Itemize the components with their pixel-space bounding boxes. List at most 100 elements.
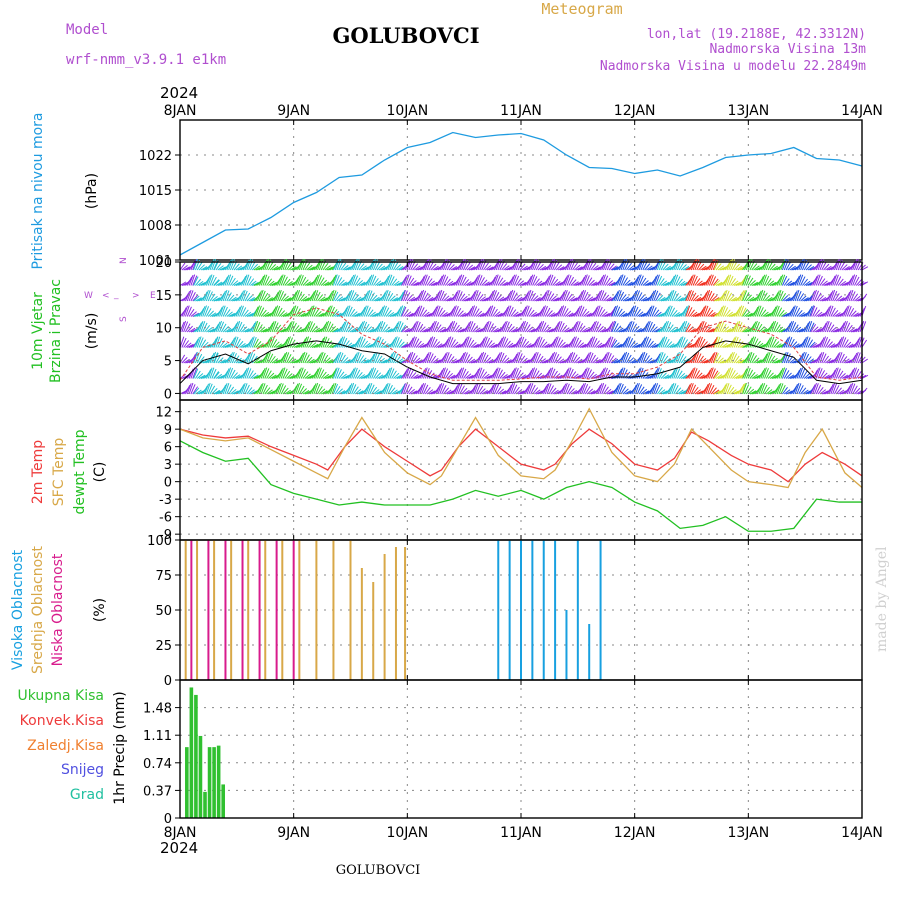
precip-bar bbox=[189, 687, 194, 818]
wind-barb bbox=[209, 293, 216, 302]
wind-barb bbox=[237, 359, 245, 364]
wind-barb bbox=[682, 306, 688, 317]
y-tick-label: 1008 bbox=[139, 219, 172, 234]
wind-barb bbox=[802, 278, 808, 286]
wind-barb bbox=[854, 276, 860, 286]
wind-barb bbox=[835, 295, 843, 302]
wind-barb bbox=[453, 383, 459, 395]
wind-barb bbox=[835, 258, 841, 271]
wind-barb bbox=[380, 359, 388, 364]
wind-barb bbox=[586, 337, 592, 348]
wind-barb bbox=[640, 337, 646, 348]
wind-barb bbox=[687, 382, 692, 395]
wind-barb bbox=[565, 328, 572, 333]
wind-barb bbox=[387, 384, 393, 395]
wind-barb bbox=[721, 290, 727, 302]
wind-barb bbox=[510, 368, 516, 379]
wind-barb bbox=[707, 261, 713, 271]
wind-barb bbox=[722, 383, 728, 395]
wind-barb bbox=[742, 368, 748, 379]
wind-barb bbox=[684, 305, 689, 317]
wind-barb bbox=[611, 339, 618, 348]
wind-barb bbox=[675, 276, 681, 286]
wind-barb bbox=[626, 354, 632, 364]
wind-barb bbox=[477, 312, 485, 317]
wind-barb bbox=[233, 374, 241, 379]
wind-barb bbox=[756, 384, 762, 395]
wind-barb bbox=[512, 353, 518, 364]
wind-barb bbox=[205, 308, 212, 317]
wind-barb bbox=[814, 274, 819, 286]
wind-barb bbox=[638, 352, 644, 364]
wind-barb bbox=[499, 336, 505, 348]
wind-barb bbox=[606, 280, 614, 286]
wind-barb bbox=[495, 352, 501, 364]
wind-barb bbox=[470, 385, 476, 395]
wind-barb bbox=[267, 322, 274, 333]
wind-barb bbox=[855, 371, 862, 379]
wind-barb bbox=[207, 274, 213, 286]
wind-barb bbox=[826, 322, 832, 333]
wind-barb bbox=[220, 290, 226, 302]
wind-barb bbox=[324, 307, 330, 317]
wind-barb bbox=[728, 386, 735, 395]
y-tick-label: 0 bbox=[164, 674, 172, 689]
wind-barb bbox=[675, 351, 680, 364]
wind-barb bbox=[235, 265, 243, 271]
wind-barb bbox=[581, 382, 586, 395]
wind-barb bbox=[277, 289, 282, 302]
wind-barb bbox=[408, 259, 414, 271]
wind-barb bbox=[769, 281, 777, 286]
wind-barb bbox=[666, 305, 671, 317]
wind-barb bbox=[583, 367, 588, 379]
top-date-label: 9JAN bbox=[277, 103, 310, 119]
wind-barb bbox=[439, 367, 445, 379]
wind-barb bbox=[277, 382, 282, 395]
wind-barb bbox=[611, 321, 617, 333]
wind-barb bbox=[646, 306, 652, 317]
wind-barb bbox=[782, 339, 788, 348]
wind-barb bbox=[669, 307, 676, 317]
wind-barb bbox=[435, 305, 441, 317]
wind-barb bbox=[179, 373, 187, 379]
wind-barb bbox=[794, 369, 801, 379]
wind-barb bbox=[437, 307, 443, 317]
wind-barb bbox=[455, 369, 462, 379]
wind-barb bbox=[260, 274, 266, 286]
wind-barb bbox=[852, 274, 858, 286]
wind-barb bbox=[732, 280, 739, 286]
wind-barb bbox=[755, 359, 762, 364]
wind-barb bbox=[737, 305, 743, 317]
wind-barb bbox=[284, 352, 290, 364]
wind-barb bbox=[603, 275, 609, 286]
wind-barb bbox=[597, 383, 603, 395]
wind-barb bbox=[230, 388, 237, 395]
compass-e: E bbox=[150, 291, 156, 301]
wind-barb bbox=[402, 382, 408, 395]
wind-barb bbox=[861, 266, 869, 271]
wind-barb bbox=[854, 368, 860, 379]
wind-barb bbox=[707, 290, 713, 302]
wind-barb bbox=[327, 305, 333, 317]
wind-barb bbox=[662, 336, 668, 348]
wind-barb bbox=[380, 322, 386, 333]
wind-barb bbox=[785, 261, 792, 271]
precip-frz-label: Zaledj.Kisa bbox=[27, 738, 104, 754]
wind-barb bbox=[464, 373, 472, 379]
wind-barb bbox=[664, 338, 670, 348]
wind-barb bbox=[537, 263, 544, 271]
wind-barb bbox=[730, 296, 737, 302]
wind-barb bbox=[430, 263, 437, 271]
wind-barb bbox=[403, 368, 409, 379]
wind-barb bbox=[408, 296, 416, 302]
wind-barb bbox=[824, 320, 830, 333]
wind-barb bbox=[302, 279, 309, 286]
wind-barb bbox=[446, 280, 454, 286]
wind-barb bbox=[207, 310, 214, 317]
wind-barb bbox=[278, 291, 284, 302]
wind-barb bbox=[561, 277, 567, 286]
wind-barb bbox=[635, 309, 641, 317]
wind-barb bbox=[588, 279, 595, 286]
wind-barb bbox=[717, 265, 725, 271]
wind-barb bbox=[472, 343, 479, 348]
